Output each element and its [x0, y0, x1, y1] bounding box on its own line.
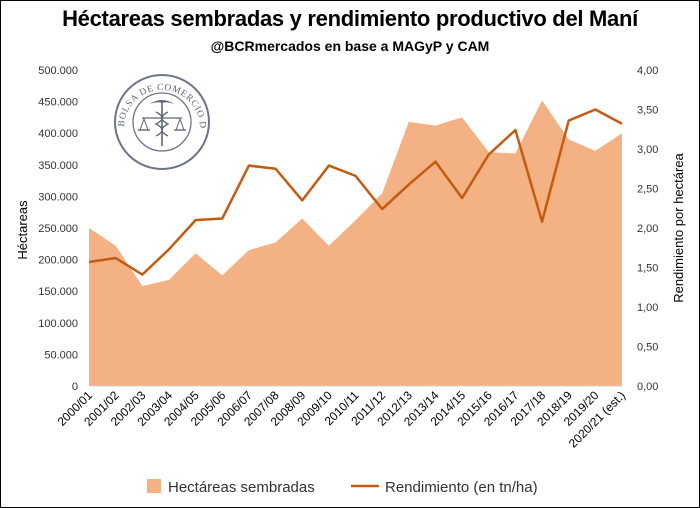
y2-tick-label: 4,00: [637, 65, 658, 77]
y2-tick-label: 0,00: [637, 381, 658, 393]
legend: Hectáreas sembradas Rendimiento (en tn/h…: [147, 479, 538, 496]
y2-axis-label: Rendimiento por hectárea: [671, 152, 686, 302]
y-tick-label: 0: [72, 381, 78, 393]
y2-tick-label: 2,00: [637, 223, 658, 235]
y-tick-label: 350.000: [38, 160, 78, 172]
y2-tick-label: 0,50: [637, 342, 658, 354]
y-tick-label: 200.000: [38, 255, 78, 267]
legend-swatch-area: [147, 479, 161, 493]
y2-tick-label: 1,50: [637, 263, 658, 275]
y-tick-label: 50.000: [44, 349, 78, 361]
y-tick-label: 450.000: [38, 97, 78, 109]
chart-subtitle: @BCRmercados en base a MAGyP y CAM: [210, 38, 490, 54]
y-tick-label: 150.000: [38, 286, 78, 298]
legend-label-area: Hectáreas sembradas: [168, 479, 315, 496]
y-axis-label: Héctareas: [15, 200, 30, 260]
series-line-rendimiento: [88, 108, 623, 276]
y-tick-label: 400.000: [38, 128, 78, 140]
y2-tick-label: 3,00: [637, 144, 658, 156]
y-tick-label: 250.000: [38, 223, 78, 235]
legend-label-line: Rendimiento (en tn/ha): [385, 479, 538, 496]
y-tick-label: 500.000: [38, 65, 78, 77]
bcr-seal-logo: BOLSA DE COMERCIO DE ROSARIO: [0, 0, 210, 170]
y-tick-label: 100.000: [38, 318, 78, 330]
y2-tick-label: 3,50: [637, 105, 658, 117]
y-tick-label: 300.000: [38, 191, 78, 203]
chart-title: Héctareas sembradas y rendimiento produc…: [62, 6, 638, 31]
series-area-hectareas: [89, 100, 622, 386]
y2-tick-label: 1,00: [637, 302, 658, 314]
y2-tick-label: 2,50: [637, 184, 658, 196]
